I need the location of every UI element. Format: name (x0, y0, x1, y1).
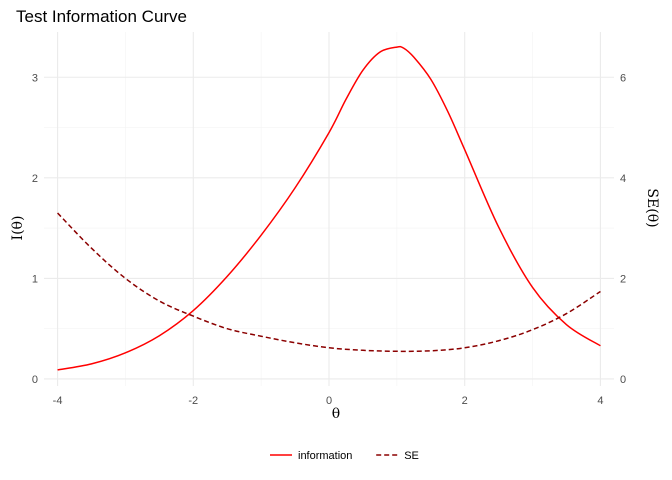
axis-labels: -4 -2 0 2 4 0 1 2 3 0 2 4 6 (32, 72, 626, 407)
grid (44, 32, 614, 386)
y-axis-title: I(θ) (10, 216, 26, 241)
x-tick-label: 4 (597, 395, 603, 407)
y-tick-label: 1 (32, 273, 38, 285)
legend: information SE (270, 450, 419, 462)
series-line-se (57, 212, 601, 353)
y-tick-label: 3 (32, 72, 38, 84)
series-layer (57, 45, 601, 371)
legend-label-se: SE (404, 450, 419, 462)
y2-axis-title: SE(θ) (644, 188, 660, 227)
x-tick-label: 2 (462, 395, 468, 407)
y-tick-label: 2 (32, 173, 38, 185)
x-tick-label: -2 (188, 395, 198, 407)
y2-tick-label: 4 (620, 173, 626, 185)
y-tick-label: 0 (32, 374, 38, 386)
y2-tick-label: 2 (620, 273, 626, 285)
chart-title: Test Information Curve (16, 7, 187, 26)
series-line-information (57, 45, 601, 371)
legend-label-information: information (298, 450, 352, 462)
x-tick-label: 0 (326, 395, 332, 407)
x-tick-label: -4 (53, 395, 63, 407)
y2-tick-label: 6 (620, 72, 626, 84)
y2-tick-label: 0 (620, 374, 626, 386)
x-axis-title: θ (332, 406, 340, 422)
